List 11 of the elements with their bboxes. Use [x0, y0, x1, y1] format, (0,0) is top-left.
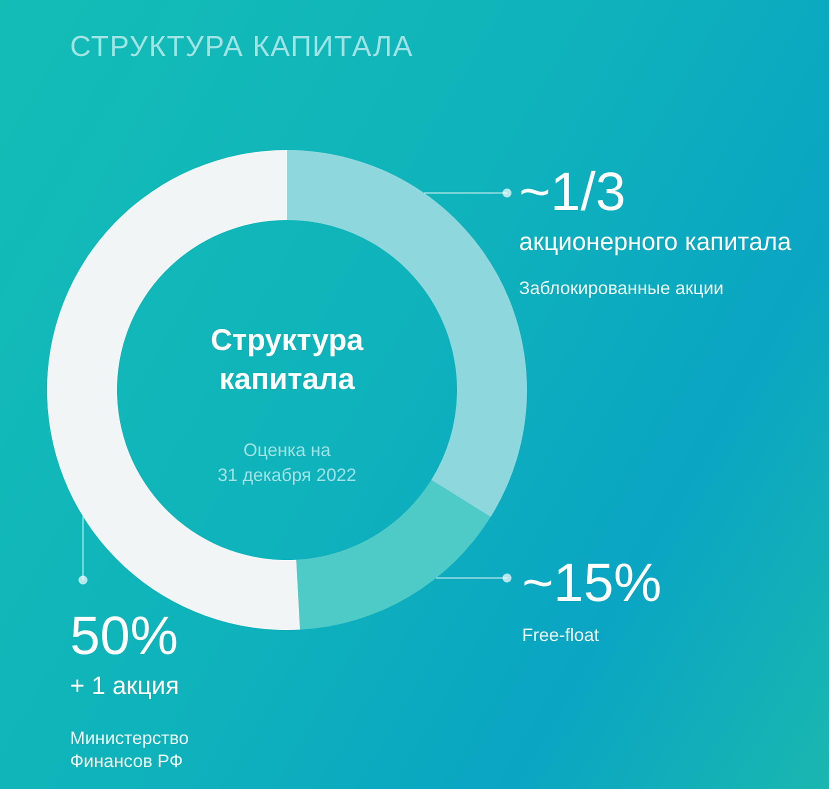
text: Структура капитала	[210, 323, 364, 398]
data-label: ~15%	[522, 552, 662, 614]
text: акционерного капитала	[519, 227, 792, 257]
slice-label: Министерство Финансов РФ	[70, 727, 190, 773]
chart-title: СТРУКТУРА КАПИТАЛА	[70, 31, 414, 64]
slice-label: Заблокированные акции	[519, 277, 725, 300]
text: Оценка на 31 декабря 2022	[216, 439, 358, 487]
data-label: ~1/3	[519, 161, 627, 223]
data-label: 50%	[70, 605, 180, 667]
text: + 1 акция	[70, 671, 180, 701]
slice-label: Free-float	[522, 624, 600, 647]
